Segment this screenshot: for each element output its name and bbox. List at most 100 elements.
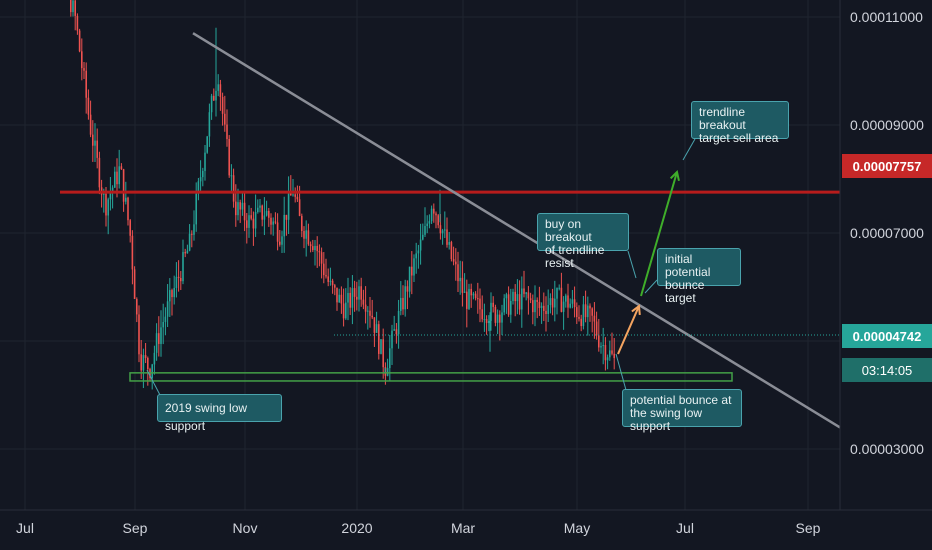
candle-body xyxy=(501,312,503,323)
candle-body xyxy=(378,324,380,354)
candle-body xyxy=(338,294,340,303)
callout-pointer xyxy=(146,369,161,396)
candle-body xyxy=(74,0,76,16)
candle-body xyxy=(177,276,180,278)
annotation-buy-breakout[interactable]: buy on breakout of trendline resist xyxy=(537,213,629,270)
candle-body xyxy=(318,251,321,253)
candle-body xyxy=(237,202,239,216)
x-tick-label: Jul xyxy=(676,520,694,536)
candle-body xyxy=(239,202,241,210)
candle-body xyxy=(452,259,455,262)
support-zone[interactable] xyxy=(129,372,733,382)
candle-body xyxy=(290,192,292,196)
candle-body xyxy=(413,258,415,276)
candle-body xyxy=(477,298,479,300)
candle-body xyxy=(232,175,235,202)
x-axis[interactable]: Jul Sep Nov 2020 Mar May Jul Sep xyxy=(16,520,821,536)
candle-body xyxy=(217,84,219,91)
y-tick-label: 0.00009000 xyxy=(850,117,924,133)
candle-body xyxy=(345,302,347,319)
candle-body xyxy=(105,193,107,216)
candle-body xyxy=(327,276,329,282)
candle-body xyxy=(433,208,435,214)
candle-body xyxy=(351,288,354,308)
candle-body xyxy=(540,305,543,309)
grid xyxy=(0,0,840,510)
candle-body xyxy=(455,261,457,265)
candle-body xyxy=(144,355,147,358)
candle-body xyxy=(265,210,268,216)
candle-body xyxy=(94,140,96,146)
candle-body xyxy=(118,166,120,185)
current-price-badge: 0.00004742 xyxy=(842,324,932,348)
candle-body xyxy=(466,291,468,309)
candle-body xyxy=(329,280,332,282)
candle-body xyxy=(215,90,217,101)
candle-body xyxy=(516,294,519,302)
downtrend-line[interactable] xyxy=(192,32,841,429)
candle-body xyxy=(600,345,602,348)
candle-body xyxy=(125,197,127,202)
candle-body xyxy=(488,321,490,324)
candle-body xyxy=(514,291,516,302)
x-tick-label: 2020 xyxy=(341,520,372,536)
candle-body xyxy=(538,301,541,309)
candle-body xyxy=(199,177,202,182)
candle-body xyxy=(131,235,134,270)
candle-body xyxy=(565,295,567,302)
resistance-price-badge: 0.00007757 xyxy=(842,154,932,178)
candle-body xyxy=(360,286,362,300)
annotation-trendline-target[interactable]: trendline breakout target sell area xyxy=(691,101,789,145)
candle-body xyxy=(175,276,178,288)
candle-body xyxy=(206,136,208,153)
candle-body xyxy=(571,299,574,304)
annotation-potential-bounce[interactable]: potential bounce at the swing low suppor… xyxy=(622,389,742,433)
candle-body xyxy=(457,264,459,282)
candle-body xyxy=(463,291,466,293)
candle-body xyxy=(595,321,598,336)
candle-body xyxy=(120,166,123,170)
candle-body xyxy=(272,221,274,225)
candle-body xyxy=(556,288,558,299)
candle-body xyxy=(334,285,336,288)
annotation-initial-bounce[interactable]: initial potential bounce target xyxy=(657,248,741,305)
y-tick-label: 0.00007000 xyxy=(850,225,924,241)
candle-body xyxy=(331,280,334,286)
candle-body xyxy=(490,302,492,322)
candle-body xyxy=(591,308,593,316)
x-tick-label: Sep xyxy=(796,520,821,536)
candle-body xyxy=(529,298,532,301)
candle-body xyxy=(551,298,554,308)
bounce-arrow-head xyxy=(631,304,641,316)
candle-body xyxy=(197,181,200,194)
candle-body xyxy=(107,199,109,216)
candle-body xyxy=(127,197,129,221)
candle-body xyxy=(147,357,149,370)
candle-body xyxy=(375,324,378,333)
candle-body xyxy=(496,314,499,323)
candle-body xyxy=(307,230,310,245)
candle-body xyxy=(382,339,384,368)
candle-body xyxy=(468,288,470,309)
candle-body xyxy=(248,215,250,228)
candle-body xyxy=(391,330,393,349)
candle-body xyxy=(191,233,193,235)
candle-body xyxy=(193,224,195,235)
candle-body xyxy=(314,245,316,251)
candle-body xyxy=(298,199,301,216)
candle-body xyxy=(89,114,92,135)
candle-body xyxy=(525,292,527,294)
candle-body xyxy=(521,288,523,310)
candle-body xyxy=(485,319,488,324)
candle-body xyxy=(303,230,305,239)
candle-body xyxy=(257,207,259,212)
candle-body xyxy=(426,223,428,227)
candle-body xyxy=(406,286,409,292)
candle-body xyxy=(241,202,244,210)
candle-body xyxy=(589,305,591,309)
candle-body xyxy=(250,215,252,219)
candle-body xyxy=(81,51,83,69)
annotation-swing-low[interactable]: 2019 swing low support xyxy=(157,394,282,433)
